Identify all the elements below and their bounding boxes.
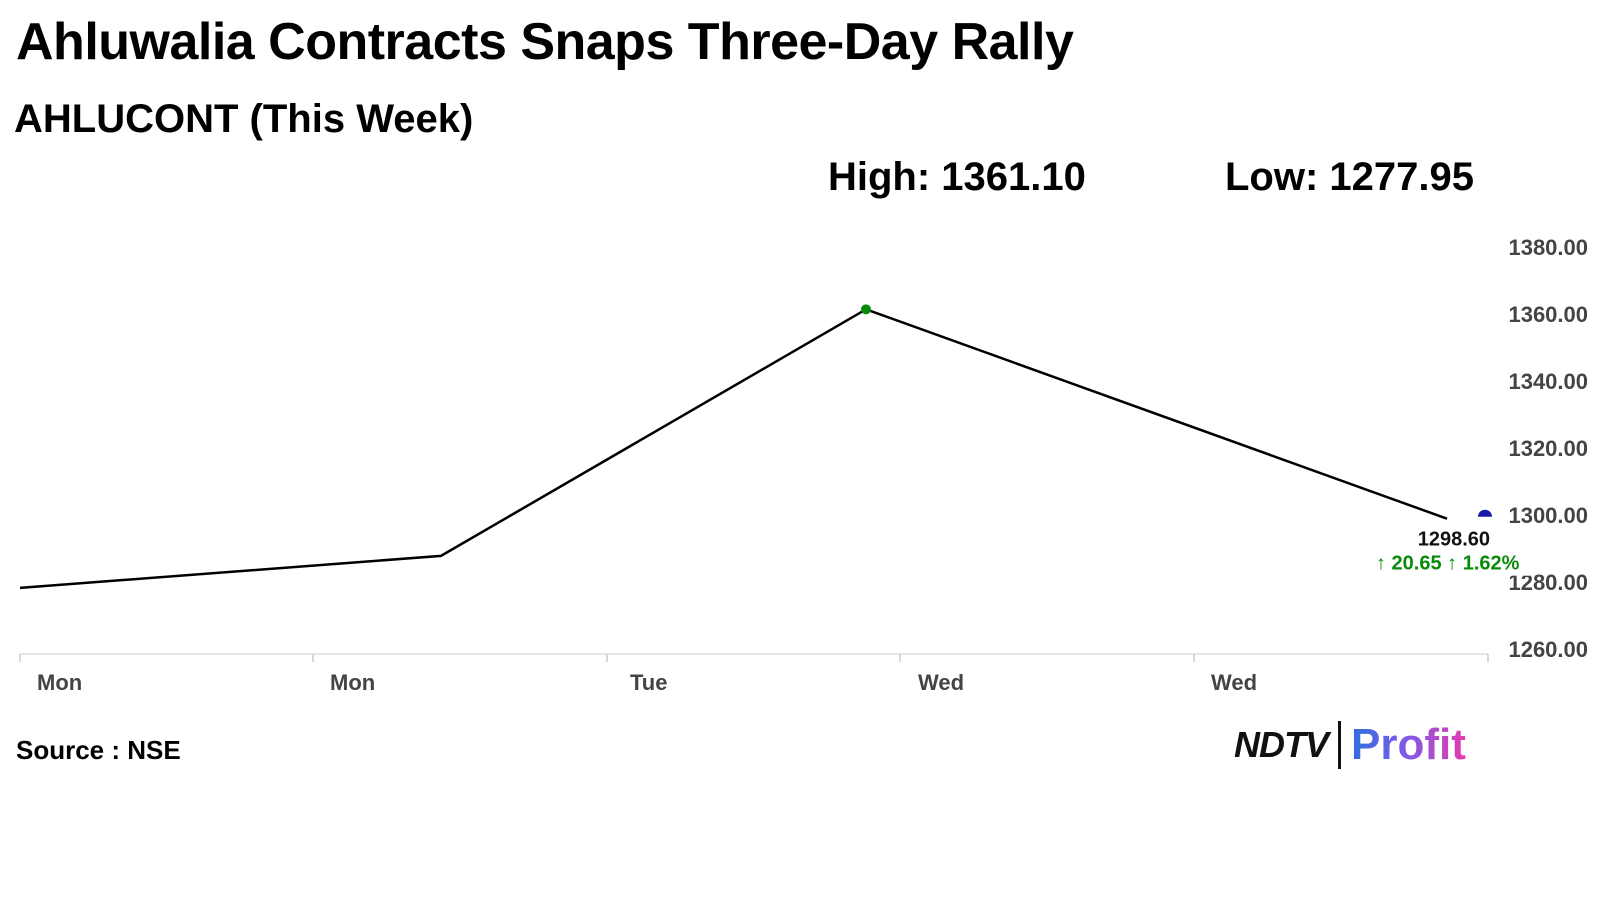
y-tick-label: 1300.00 [1508,503,1588,528]
line-chart: 1380.001360.001340.001320.001300.001280.… [19,235,1588,690]
x-tick-label: Mon [330,670,375,690]
y-tick-label: 1260.00 [1508,637,1588,662]
low-value: Low: 1277.95 [1225,155,1475,199]
logo-divider [1338,721,1341,769]
series-line [19,307,1448,590]
series-group [19,307,1448,590]
change-label-bg [1372,551,1532,576]
last-value-label: 1298.60 [1418,529,1490,551]
y-axis: 1380.001360.001340.001320.001300.001280.… [1508,235,1588,662]
logo-profit-text: Profit [1351,720,1466,769]
brand-logo: NDTV Profit [1234,720,1466,770]
x-tick-label: Wed [918,670,964,690]
page-title: Ahluwalia Contracts Snaps Three-Day Rall… [16,13,1074,71]
x-axis: Mon Mon Tue Wed Wed [19,653,1489,690]
y-tick-label: 1320.00 [1508,436,1588,461]
y-tick-label: 1380.00 [1508,235,1588,260]
markers-group: 1298.60↑ 20.65 ↑ 1.62% [861,304,1532,576]
y-tick-label: 1340.00 [1508,369,1588,394]
y-tick-label: 1360.00 [1508,302,1588,327]
change-label: ↑ 20.65 ↑ 1.62% [1376,553,1520,575]
logo-ndtv-text: NDTV [1234,724,1329,765]
x-tick-label: Wed [1211,670,1257,690]
x-tick-label: Mon [37,670,82,690]
x-tick-label: Tue [630,670,667,690]
last-point-marker [1478,509,1492,517]
chart-subtitle: AHLUCONT (This Week) [14,97,474,141]
high-value: High: 1361.10 [828,155,1086,199]
high-point-marker [861,304,871,315]
source-label: Source : NSE [16,735,181,765]
